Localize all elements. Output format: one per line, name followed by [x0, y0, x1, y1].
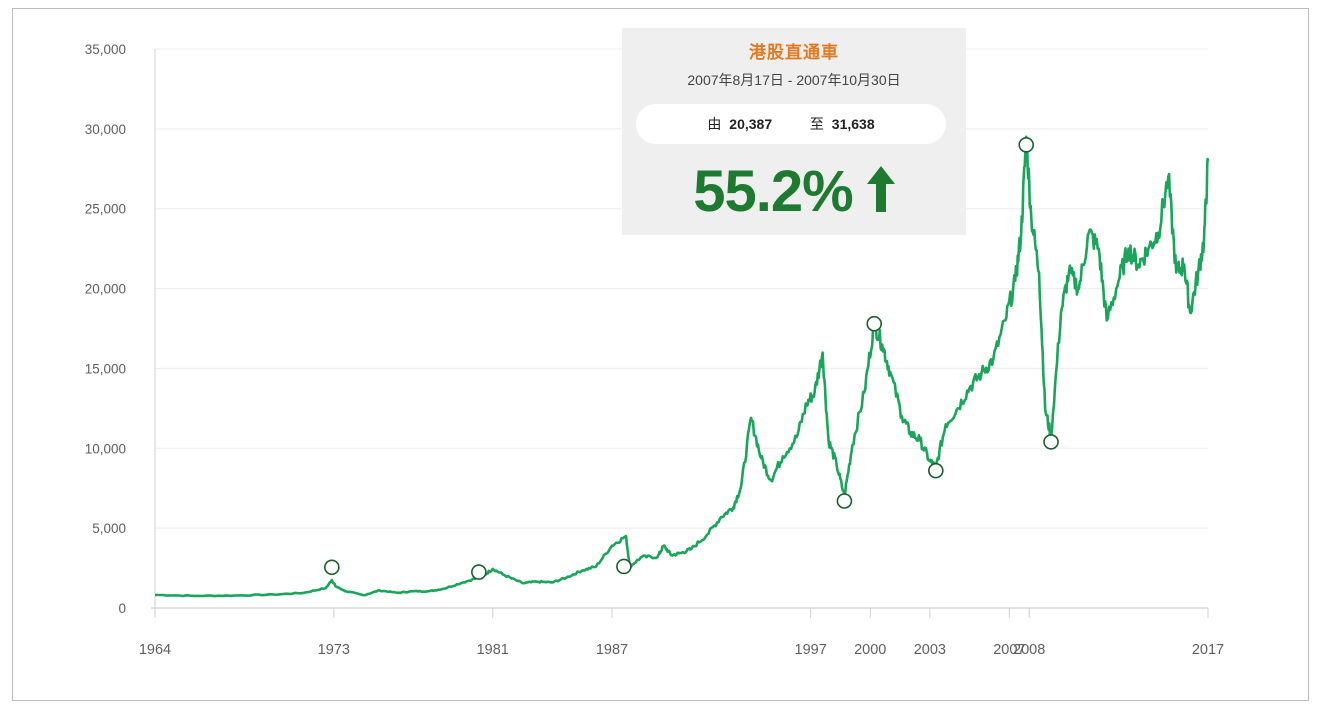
event-marker[interactable] [471, 564, 487, 580]
x-tick-label: 1997 [795, 642, 827, 658]
event-change: 55.2% [622, 156, 966, 226]
event-marker[interactable] [866, 315, 883, 332]
x-tick-label: 2008 [1013, 642, 1045, 658]
x-tick-label: 2017 [1192, 642, 1224, 658]
y-tick-label: 30,000 [85, 122, 126, 137]
y-tick-label: 5,000 [92, 521, 126, 536]
event-marker[interactable] [1043, 434, 1059, 450]
to-label: 至 [809, 116, 824, 132]
event-marker[interactable] [324, 559, 340, 576]
series-line [154, 135, 1210, 598]
y-axis-ticks: 0 5,000 10,000 15,000 20,000 25,000 30,000 35,0… [85, 42, 126, 616]
y-tick-label: 25,000 [85, 202, 126, 217]
x-tick-label: 2000 [854, 642, 886, 658]
event-title: 港股直通車 [749, 43, 839, 62]
to-value: 31,638 [831, 116, 875, 132]
change-percent: 55.2% [693, 158, 853, 224]
event-markers [324, 137, 1059, 580]
arrow-up-icon [866, 165, 895, 217]
x-tick-label: 2007 [993, 642, 1025, 658]
from-value: 20,387 [729, 116, 773, 132]
from-label: 由 [707, 116, 722, 132]
y-tick-label: 10,000 [85, 441, 126, 456]
y-tick-label: 35,000 [85, 42, 126, 57]
event-marker[interactable] [1018, 137, 1035, 153]
event-tooltip: 港股直通車 2007年8月17日 - 2007年10月30日 由 20,387 … [622, 28, 966, 235]
y-tick-label: 15,000 [85, 361, 126, 376]
event-date-range: 2007年8月17日 - 2007年10月30日 [687, 72, 901, 88]
x-tick-label: 1973 [318, 642, 350, 658]
event-marker[interactable] [616, 558, 632, 575]
x-tick-label: 1981 [477, 642, 509, 658]
y-tick-label: 20,000 [85, 282, 126, 297]
event-range-pill: 由 20,387 至 31,638 [636, 104, 946, 144]
x-tick-label: 2003 [914, 642, 946, 658]
axes [151, 49, 1208, 612]
event-marker[interactable] [928, 462, 944, 479]
y-tick-label: 0 [118, 601, 126, 616]
x-tick-label: 1964 [139, 642, 171, 658]
event-marker[interactable] [836, 493, 853, 509]
x-tick-label: 1987 [596, 642, 628, 658]
